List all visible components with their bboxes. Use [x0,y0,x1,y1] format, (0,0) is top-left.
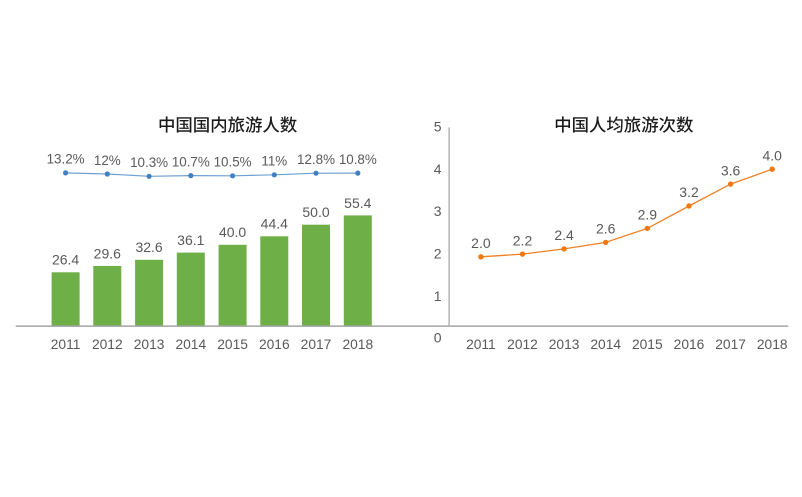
svg-text:44.4: 44.4 [261,216,288,232]
svg-text:2016: 2016 [674,337,705,352]
svg-text:2012: 2012 [507,337,538,352]
svg-text:12%: 12% [94,153,121,168]
svg-text:10.7%: 10.7% [172,154,210,169]
svg-text:2.0: 2.0 [471,235,491,251]
svg-text:2.6: 2.6 [596,221,616,237]
svg-text:11%: 11% [261,154,287,169]
svg-text:2011: 2011 [466,337,496,352]
svg-text:4: 4 [434,161,442,177]
svg-text:2.2: 2.2 [513,232,533,248]
svg-text:2013: 2013 [549,337,580,352]
svg-text:10.5%: 10.5% [214,155,252,170]
svg-text:2018: 2018 [757,337,788,352]
svg-text:29.6: 29.6 [94,245,121,261]
svg-text:5: 5 [434,118,442,134]
svg-text:2.4: 2.4 [554,227,574,243]
svg-text:10.8%: 10.8% [339,152,377,167]
svg-text:2013: 2013 [134,337,165,352]
svg-text:32.6: 32.6 [135,239,162,255]
svg-text:50.0: 50.0 [302,204,329,220]
svg-text:2018: 2018 [342,337,373,352]
svg-text:12.8%: 12.8% [297,152,335,167]
svg-text:2014: 2014 [590,337,621,352]
svg-text:3: 3 [434,203,442,219]
svg-text:10.3%: 10.3% [130,155,168,170]
svg-text:40.0: 40.0 [219,224,246,240]
svg-text:3.6: 3.6 [721,162,741,178]
svg-text:26.4: 26.4 [52,252,79,268]
svg-text:2015: 2015 [217,337,248,352]
svg-text:2011: 2011 [51,337,81,352]
svg-text:2: 2 [434,245,442,261]
svg-text:2014: 2014 [175,337,206,352]
svg-text:55.4: 55.4 [344,195,371,211]
svg-text:2015: 2015 [632,337,663,352]
svg-text:1: 1 [434,288,442,304]
svg-text:2.9: 2.9 [638,207,658,223]
svg-text:3.2: 3.2 [679,184,699,200]
svg-text:2012: 2012 [92,337,123,352]
svg-text:4.0: 4.0 [762,147,782,163]
svg-text:2017: 2017 [301,337,332,352]
svg-text:36.1: 36.1 [177,232,204,248]
svg-text:2017: 2017 [715,337,746,352]
svg-text:13.2%: 13.2% [47,152,85,167]
svg-text:2016: 2016 [259,337,290,352]
svg-text:0: 0 [434,329,442,345]
